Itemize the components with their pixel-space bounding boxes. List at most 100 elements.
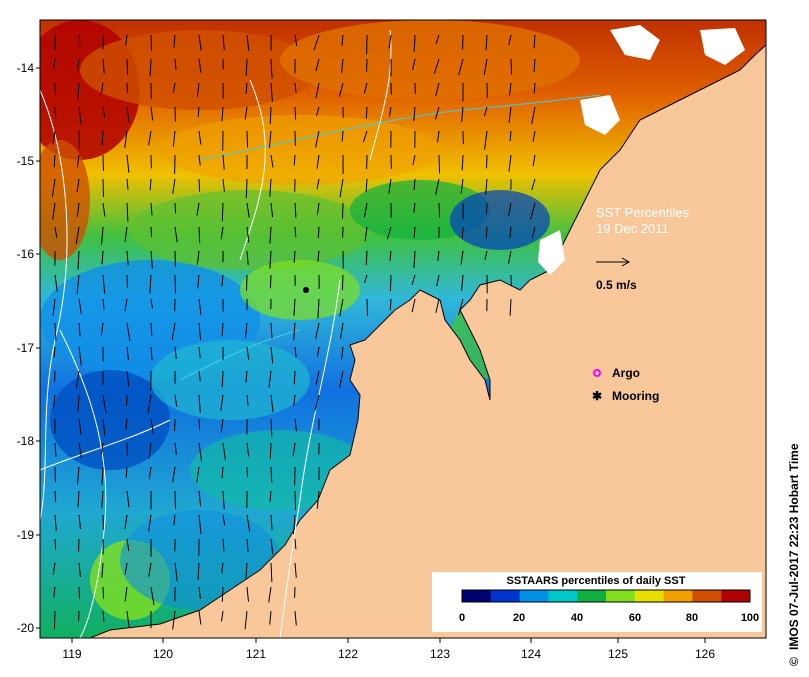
current-vector	[103, 587, 104, 599]
map-date: 19 Dec 2011	[596, 221, 669, 236]
mooring-marker	[303, 287, 309, 293]
current-vector	[55, 491, 56, 502]
colorbar-swatch	[692, 590, 721, 602]
x-tick-label: 119	[62, 647, 81, 661]
colorbar-swatch	[721, 590, 750, 602]
current-vector	[463, 35, 464, 49]
current-vector	[199, 179, 200, 192]
current-vector	[390, 299, 391, 310]
colorbar-swatch	[491, 590, 520, 602]
y-tick-label: -18	[17, 434, 35, 448]
current-vector	[247, 131, 248, 148]
colorbar: SSTAARS percentiles of daily SST 0 20 40…	[432, 572, 762, 632]
current-vector	[222, 203, 223, 221]
colorbar-title: SSTAARS percentiles of daily SST	[507, 575, 686, 587]
scale-label: 0.5 m/s	[596, 278, 637, 292]
current-vector	[439, 203, 440, 218]
copyright-icon: ©	[787, 657, 801, 666]
colorbar-swatches	[462, 590, 751, 602]
y-tick-label: -20	[17, 621, 35, 635]
current-vector	[151, 227, 152, 237]
current-vector	[343, 203, 344, 219]
current-vector	[487, 155, 488, 168]
current-vector	[246, 179, 247, 198]
colorbar-tick: 100	[741, 612, 759, 624]
credit-text: IMOS 07-Jul-2017 22:23 Hobart Time	[787, 443, 801, 650]
y-tick-marks	[36, 68, 40, 628]
colorbar-swatch	[664, 590, 693, 602]
x-tick-label: 125	[608, 647, 628, 661]
current-vector	[222, 587, 223, 602]
current-vector	[270, 275, 271, 288]
colorbar-tick: 20	[513, 612, 525, 624]
current-vector	[294, 371, 295, 384]
current-vector	[79, 587, 80, 599]
current-vector	[295, 491, 296, 510]
y-axis-ticks: -14 -15 -16 -17 -18 -19 -20	[17, 61, 35, 635]
current-vector	[486, 227, 487, 238]
current-vector	[79, 131, 80, 150]
credit-group: © IMOS 07-Jul-2017 22:23 Hobart Time	[787, 443, 801, 666]
current-vector	[175, 203, 176, 213]
colorbar-tick: 40	[571, 612, 583, 624]
current-vector	[175, 419, 176, 431]
colorbar-swatch	[548, 590, 577, 602]
current-vector	[367, 59, 368, 72]
current-vector	[462, 227, 463, 238]
current-vector	[247, 467, 248, 477]
current-vector	[366, 251, 367, 265]
x-axis-ticks: 119 120 121 122 123 124 125 126	[62, 647, 715, 661]
legend-mooring-label: Mooring	[612, 389, 659, 403]
colorbar-swatch	[520, 590, 549, 602]
current-vector	[295, 107, 296, 120]
current-vector	[367, 299, 368, 316]
x-tick-label: 123	[430, 647, 450, 661]
current-vector	[511, 59, 512, 75]
map-plot-area	[20, 20, 766, 638]
x-tick-label: 120	[153, 647, 173, 661]
x-tick-label: 126	[695, 647, 715, 661]
current-vector	[366, 107, 367, 119]
colorbar-swatch	[462, 590, 491, 602]
x-tick-label: 122	[338, 647, 358, 661]
y-tick-label: -14	[17, 61, 35, 75]
current-vector	[103, 155, 104, 171]
y-tick-label: -17	[17, 341, 35, 355]
current-vector	[199, 227, 200, 243]
current-vector	[486, 203, 487, 214]
current-vector	[79, 539, 80, 552]
colorbar-tick: 0	[459, 612, 465, 624]
colorbar-swatch	[606, 590, 635, 602]
colorbar-swatch	[577, 590, 606, 602]
colorbar-tick: 80	[686, 612, 698, 624]
current-vector	[342, 275, 343, 290]
current-vector	[54, 611, 55, 629]
current-vector	[175, 491, 176, 509]
current-vector	[270, 443, 271, 459]
current-vector	[103, 179, 104, 197]
colorbar-swatch	[635, 590, 664, 602]
current-vector	[439, 155, 440, 174]
current-vector	[127, 275, 128, 288]
y-tick-label: -16	[17, 247, 35, 261]
y-tick-label: -15	[17, 154, 35, 168]
current-vector	[55, 539, 56, 550]
y-tick-label: -19	[17, 528, 35, 542]
current-vector	[390, 275, 391, 291]
colorbar-tick: 60	[629, 612, 641, 624]
legend-argo-label: Argo	[612, 366, 640, 380]
x-tick-label: 124	[521, 647, 541, 661]
current-vector	[151, 35, 152, 51]
current-vector	[175, 275, 176, 294]
current-vector	[127, 59, 128, 75]
x-tick-marks	[72, 638, 705, 643]
map-title: SST Percentiles	[596, 205, 689, 220]
x-tick-label: 121	[246, 647, 266, 661]
current-vector	[127, 83, 128, 93]
mooring-star-icon: ✱	[592, 389, 602, 403]
current-vector	[127, 395, 128, 406]
current-vector	[199, 419, 200, 430]
current-vector	[247, 275, 248, 291]
